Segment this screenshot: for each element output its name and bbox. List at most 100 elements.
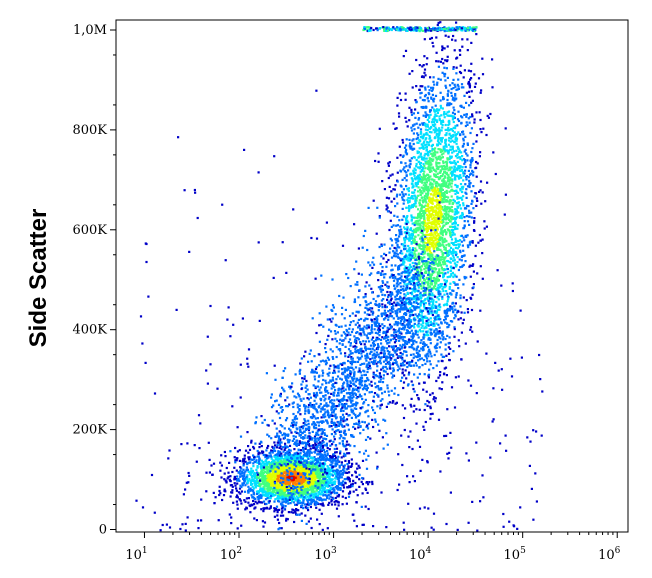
event-dot bbox=[391, 268, 394, 271]
event-dot bbox=[415, 351, 418, 354]
event-dot bbox=[361, 459, 365, 462]
event-dot bbox=[243, 490, 247, 493]
event-dot bbox=[407, 201, 410, 204]
event-dot bbox=[292, 456, 295, 459]
event-dot bbox=[419, 193, 422, 196]
event-dot bbox=[433, 320, 436, 323]
event-dot bbox=[322, 481, 325, 484]
event-dot bbox=[267, 501, 271, 504]
event-dot bbox=[405, 275, 408, 278]
event-dot bbox=[412, 356, 415, 359]
event-dot bbox=[276, 490, 279, 493]
event-dot bbox=[291, 508, 294, 511]
event-dot bbox=[464, 169, 467, 172]
event-dot bbox=[284, 501, 288, 504]
event-dot bbox=[473, 221, 476, 224]
event-dot bbox=[266, 463, 269, 466]
event-dot bbox=[426, 287, 429, 291]
event-dot bbox=[466, 311, 470, 314]
event-dot bbox=[446, 59, 449, 62]
event-dot bbox=[454, 136, 457, 139]
event-dot bbox=[326, 468, 329, 471]
event-dot bbox=[462, 142, 465, 145]
event-dot bbox=[479, 180, 483, 183]
event-dot bbox=[422, 142, 425, 145]
event-dot bbox=[309, 496, 312, 499]
event-dot bbox=[307, 462, 310, 465]
event-dot bbox=[450, 225, 453, 228]
event-dot bbox=[413, 230, 416, 233]
event-dot bbox=[431, 207, 434, 210]
event-dot bbox=[280, 457, 283, 460]
event-dot bbox=[344, 471, 347, 474]
event-dot bbox=[447, 215, 451, 218]
event-dot bbox=[435, 262, 438, 266]
event-dot bbox=[251, 485, 254, 488]
event-dot bbox=[431, 392, 434, 395]
event-dot bbox=[376, 465, 379, 468]
event-dot bbox=[265, 461, 268, 464]
event-dot bbox=[435, 328, 438, 331]
event-dot bbox=[354, 471, 357, 474]
event-dot bbox=[451, 151, 454, 154]
event-dot bbox=[282, 514, 285, 517]
event-dot bbox=[248, 488, 251, 491]
event-dot bbox=[403, 328, 406, 331]
event-dot bbox=[405, 234, 408, 237]
event-dot bbox=[298, 440, 301, 443]
event-dot bbox=[453, 273, 456, 276]
event-dot bbox=[425, 106, 428, 109]
event-dot bbox=[428, 360, 431, 363]
event-dot bbox=[286, 452, 289, 455]
event-dot bbox=[411, 86, 414, 89]
event-dot bbox=[424, 281, 427, 284]
event-dot bbox=[328, 475, 331, 478]
event-dot bbox=[428, 206, 431, 209]
event-dot bbox=[444, 128, 447, 131]
event-dot bbox=[437, 77, 440, 80]
event-dot bbox=[447, 110, 451, 113]
event-dot bbox=[466, 159, 469, 162]
event-dot bbox=[272, 465, 275, 468]
event-dot bbox=[431, 271, 434, 274]
event-dot bbox=[439, 142, 442, 146]
event-dot bbox=[444, 348, 447, 351]
event-dot bbox=[330, 481, 333, 485]
event-dot bbox=[218, 485, 221, 488]
event-dot bbox=[471, 330, 474, 333]
event-dot bbox=[433, 192, 436, 195]
event-dot bbox=[334, 464, 337, 468]
event-dot bbox=[264, 507, 267, 510]
event-dot bbox=[419, 266, 422, 269]
event-dot bbox=[424, 297, 427, 301]
event-dot bbox=[295, 495, 298, 498]
event-dot bbox=[450, 166, 453, 169]
event-dot bbox=[471, 293, 474, 296]
event-dot bbox=[419, 188, 422, 191]
event-dot bbox=[449, 269, 452, 272]
event-dot bbox=[419, 132, 422, 135]
event-dot bbox=[445, 218, 448, 221]
event-dot bbox=[455, 311, 459, 314]
event-dot bbox=[262, 510, 265, 513]
event-dot bbox=[275, 473, 279, 476]
event-dot bbox=[430, 307, 433, 310]
event-dot bbox=[457, 245, 461, 248]
event-dot bbox=[428, 255, 431, 258]
event-dot bbox=[282, 466, 285, 469]
event-dot bbox=[427, 114, 430, 117]
event-dot bbox=[347, 478, 350, 481]
event-dot bbox=[443, 66, 446, 69]
event-dot bbox=[413, 156, 416, 159]
event-dot bbox=[268, 481, 271, 484]
event-dot bbox=[451, 271, 454, 274]
event-dot bbox=[397, 112, 401, 115]
event-dot bbox=[329, 495, 332, 498]
event-dot bbox=[292, 490, 295, 493]
event-dot bbox=[402, 336, 405, 339]
event-dot bbox=[411, 139, 414, 142]
event-dot bbox=[414, 235, 417, 238]
event-dot bbox=[444, 247, 447, 250]
event-dot bbox=[307, 497, 310, 500]
event-dot bbox=[414, 231, 418, 234]
